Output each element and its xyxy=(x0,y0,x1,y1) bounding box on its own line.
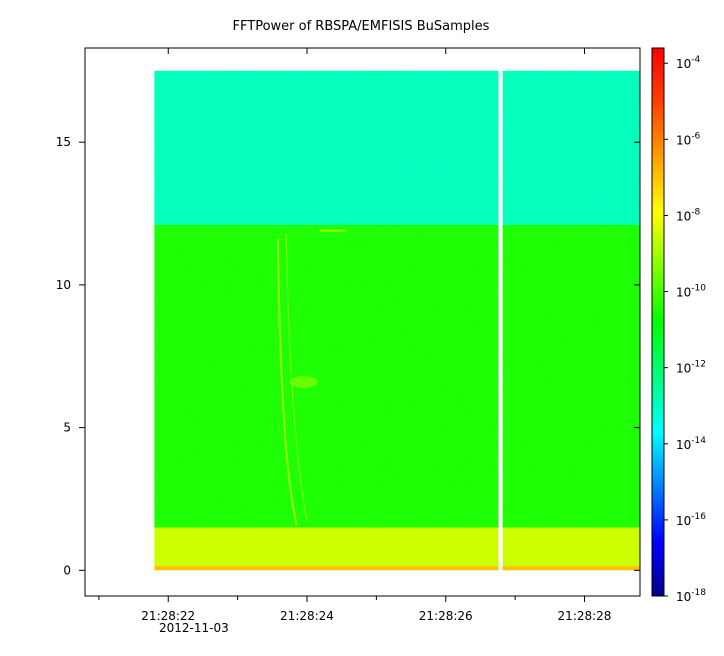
x-tick-label: 21:28:26 xyxy=(419,609,473,623)
y-tick-label: 5 xyxy=(63,421,71,435)
colorbar-tick-label: 10-10 xyxy=(676,284,706,300)
x-tick-label: 21:28:22 xyxy=(141,609,195,623)
y-tick-label: 0 xyxy=(63,563,71,577)
plot-area xyxy=(154,69,640,596)
power-band-2 xyxy=(154,527,640,567)
y-axis: 0 5 10 15 xyxy=(56,135,640,577)
x-axis: 21:28:22 21:28:24 21:28:26 21:28:28 xyxy=(98,48,612,623)
x-tick-label: 21:28:24 xyxy=(280,609,334,623)
colorbar-tick-label: 10-18 xyxy=(676,588,706,604)
colorbar-tick-label: 10-14 xyxy=(676,436,706,452)
y-tick-label: 10 xyxy=(56,278,71,292)
colorbar-scale xyxy=(651,47,665,597)
colorbar-tick-label: 10-8 xyxy=(676,207,701,223)
plot-frame xyxy=(84,47,641,597)
colorbar-tick-label: 10-4 xyxy=(676,55,701,71)
colorbar-tick-label: 10-16 xyxy=(676,512,706,528)
colorbar-tick-label: 10-12 xyxy=(676,360,706,376)
colorbar-tick-label: 10-6 xyxy=(676,131,701,147)
power-band-3 xyxy=(154,566,640,571)
data-gap xyxy=(498,69,503,596)
spectrogram-noise-texture xyxy=(154,70,640,528)
y-tick-label: 15 xyxy=(56,135,71,149)
x-date-label: 2012-11-03 xyxy=(159,621,229,635)
colorbar: 10-4 10-6 10-8 10-10 10-12 10-14 10-16 10-18 xyxy=(651,47,706,604)
chart-title: FFTPower of RBSPA/EMFISIS BuSamples xyxy=(233,19,490,34)
x-tick-label: 21:28:28 xyxy=(558,609,612,623)
